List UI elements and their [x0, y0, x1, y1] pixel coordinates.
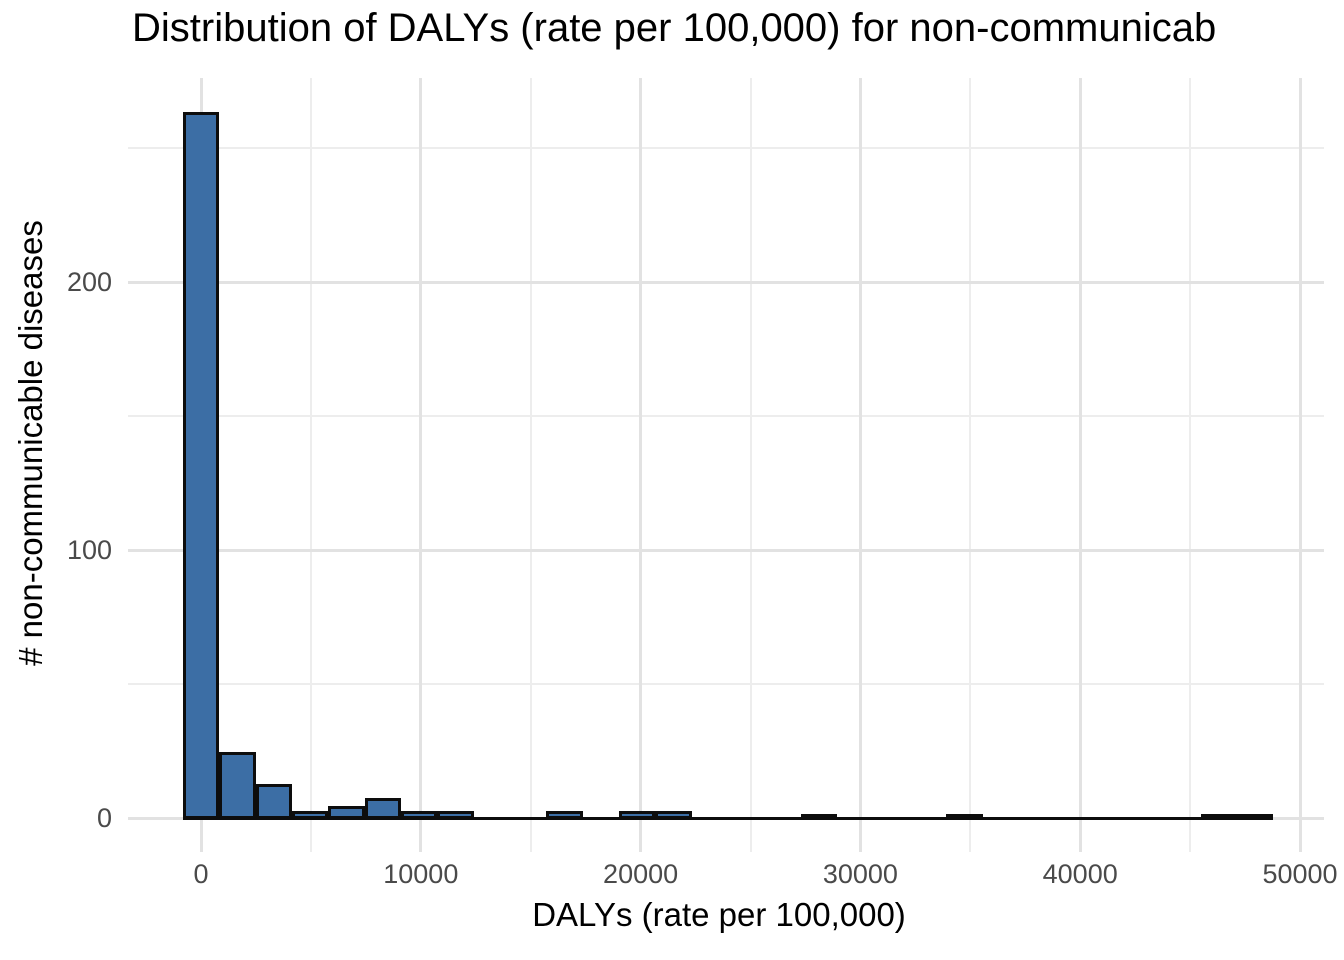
histogram-bar: [1200, 813, 1238, 820]
gridline-minor-vertical: [309, 78, 312, 852]
gridline-minor-horizontal: [128, 683, 1324, 685]
gridline-major-vertical: [1298, 78, 1302, 852]
histogram-bar: [328, 805, 365, 820]
x-tick-label: 10000: [383, 859, 459, 889]
histogram-bar: [800, 813, 838, 820]
histogram-bar: [364, 797, 401, 820]
x-axis-title: DALYs (rate per 100,000): [532, 896, 906, 933]
x-tick-label: 0: [193, 859, 209, 889]
histogram-bar: [219, 752, 256, 820]
plot-title: Distribution of DALYs (rate per 100,000)…: [132, 6, 1217, 50]
gridline-minor-horizontal: [128, 415, 1324, 417]
histogram-bar: [655, 811, 692, 820]
gridline-minor-vertical: [969, 78, 972, 852]
gridline-major-vertical: [639, 78, 643, 852]
x-tick-label: 20000: [603, 859, 679, 889]
gridline-major-vertical: [419, 78, 423, 852]
y-tick-label: 0: [96, 803, 112, 833]
histogram-baseline: [182, 816, 1274, 820]
gridline-major-vertical: [1078, 78, 1082, 852]
histogram-bar: [437, 811, 474, 820]
gridline-minor-vertical: [529, 78, 532, 852]
gridline-major-horizontal: [128, 280, 1324, 284]
x-tick-label: 30000: [822, 859, 898, 889]
gridline-major-vertical: [858, 78, 862, 852]
x-tick-label: 40000: [1042, 859, 1118, 889]
histogram-bar: [255, 784, 292, 820]
gridline-minor-vertical: [749, 78, 752, 852]
y-tick-label: 200: [66, 267, 112, 297]
histogram-bar: [1237, 813, 1274, 820]
x-tick-label: 50000: [1262, 859, 1338, 889]
gridline-minor-horizontal: [128, 147, 1324, 149]
histogram-bar: [291, 811, 329, 820]
y-axis-title: # non-communicable diseases: [12, 220, 49, 666]
gridline-minor-vertical: [1189, 78, 1192, 852]
histogram-bar: [400, 811, 438, 820]
histogram-bar: [946, 813, 983, 820]
histogram-bar: [182, 111, 220, 820]
histogram-bar: [619, 811, 656, 820]
histogram-bar: [546, 811, 583, 820]
y-tick-label: 100: [66, 535, 112, 565]
gridline-major-horizontal: [128, 548, 1324, 552]
